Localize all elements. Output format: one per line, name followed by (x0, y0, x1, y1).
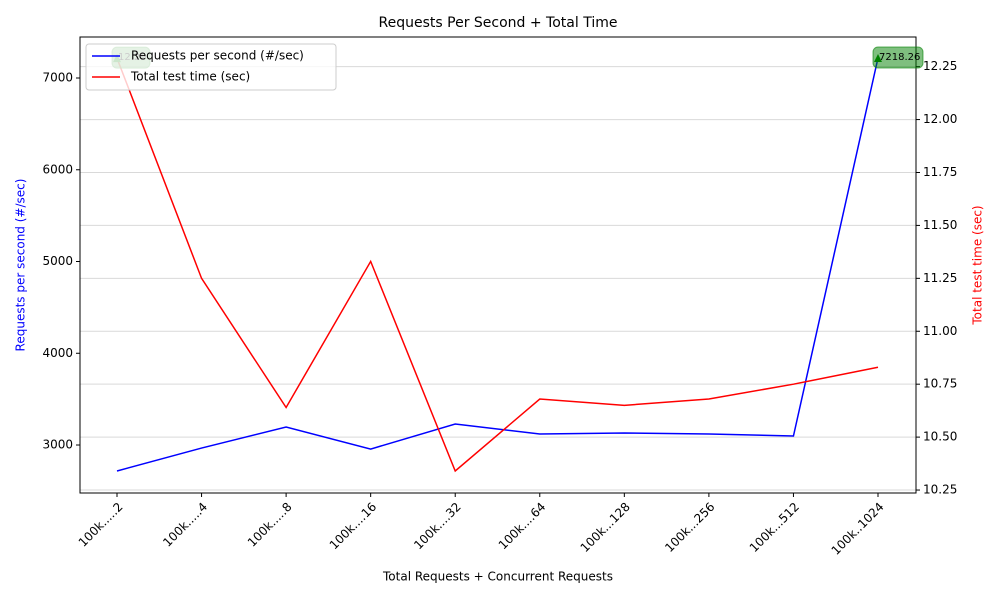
x-axis-label: Total Requests + Concurrent Requests (382, 570, 613, 584)
series-line (116, 57, 879, 472)
x-tick-label: 100k.....4 (160, 500, 210, 550)
y2-tick-label: 10.25 (923, 483, 957, 497)
y2-tick-label: 11.50 (923, 218, 957, 232)
x-tick-label: 100k...512 (747, 500, 802, 555)
annotation-box (872, 46, 924, 69)
y-tick-label: 4000 (42, 346, 73, 360)
y2-tick-label: 12.25 (923, 59, 957, 73)
y2-tick-label: 11.75 (923, 165, 957, 179)
chart-title: Requests Per Second + Total Time (379, 15, 618, 31)
y-tick-label: 5000 (42, 254, 73, 268)
annotation-label: 7218.26 (879, 52, 920, 63)
x-tick-label: 100k...256 (662, 500, 717, 555)
plot-frame (79, 36, 917, 494)
x-tick-label: 100k...128 (578, 500, 633, 555)
x-tick-label: 100k.....2 (76, 500, 126, 550)
legend-box (85, 43, 337, 91)
legend-label: Requests per second (#/sec) (131, 49, 304, 63)
y2-tick-label: 10.50 (923, 430, 957, 444)
y2-axis-label: Total test time (sec) (971, 205, 985, 325)
y2-tick-label: 11.00 (923, 324, 957, 338)
y2-tick-label: 12.00 (923, 112, 957, 126)
y-tick-label: 7000 (42, 71, 73, 85)
x-tick-label: 100k..1024 (829, 500, 887, 558)
x-tick-label: 100k.....8 (245, 500, 295, 550)
y-tick-label: 3000 (42, 438, 73, 452)
x-tick-label: 100k....32 (411, 500, 464, 553)
x-tick-label: 100k....16 (327, 500, 380, 553)
y2-tick-label: 10.75 (923, 377, 957, 391)
y2-tick-label: 11.25 (923, 271, 957, 285)
y-tick-label: 6000 (42, 162, 73, 176)
series-line (116, 57, 879, 473)
x-tick-label: 100k....64 (496, 500, 549, 553)
y-axis-label: Requests per second (#/sec) (14, 179, 28, 352)
legend-label: Total test time (sec) (130, 70, 250, 84)
